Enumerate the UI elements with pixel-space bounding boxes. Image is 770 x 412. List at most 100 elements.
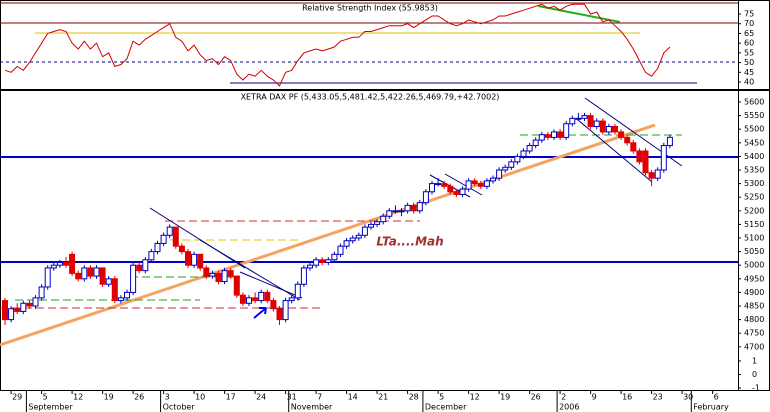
annotation: LTa....Mah — [376, 235, 443, 249]
candle-body — [435, 183, 442, 186]
candle-body — [361, 226, 368, 236]
candle-body — [551, 131, 557, 138]
y-tick-label: 4850 — [744, 302, 764, 311]
candle-body — [416, 202, 423, 212]
y-tick-label: 5350 — [744, 166, 764, 175]
y-tick-label: 55 — [744, 48, 754, 57]
x-tick-label: 6 — [714, 393, 719, 402]
candle-body — [282, 300, 289, 321]
candle-body — [459, 188, 466, 195]
candle-body — [2, 300, 8, 321]
y-tick-label: 5150 — [744, 220, 764, 229]
candle-body — [496, 169, 503, 179]
candle-body — [38, 286, 45, 299]
candle-body — [593, 120, 600, 127]
candle-body — [93, 267, 100, 277]
month-label: February — [693, 403, 729, 412]
candle-body — [374, 221, 381, 225]
candle-body — [252, 297, 259, 302]
candle-body — [660, 145, 667, 171]
candle-body — [648, 172, 655, 179]
candle-body — [124, 291, 130, 299]
candle-body — [599, 120, 606, 133]
candle-body — [453, 191, 460, 195]
candle-body — [368, 223, 374, 228]
channel-line — [577, 119, 653, 183]
candle-body — [477, 183, 484, 187]
rsi-trend-line — [537, 5, 621, 23]
x-tick-label: 30 — [683, 393, 693, 402]
candle-body — [508, 161, 515, 168]
x-tick-label: 16 — [622, 393, 632, 402]
arrow — [253, 307, 267, 319]
x-tick-label: 26 — [531, 393, 541, 402]
candle-body — [636, 150, 643, 163]
candle-body — [239, 294, 246, 304]
x-tick-label: 24 — [256, 393, 266, 402]
candle-body — [557, 131, 564, 138]
price-title: XETRA DAX PF (5,433.05,5,481.42,5,422.26… — [241, 93, 500, 102]
candle-body — [319, 259, 326, 263]
candle-body — [56, 261, 63, 266]
y-tick-label: 75 — [744, 10, 754, 19]
y-tick-label: 4900 — [744, 288, 764, 297]
y2-tick-label: -1 — [752, 383, 760, 392]
y-tick-label: 5200 — [744, 206, 764, 215]
x-tick-label: 9 — [592, 393, 597, 402]
candle-body — [178, 245, 185, 253]
candle-body — [630, 142, 637, 152]
candle-body — [14, 308, 21, 312]
month-label: December — [425, 403, 467, 412]
month-label: 2006 — [559, 403, 579, 412]
candle-body — [172, 226, 179, 247]
candle-body — [502, 166, 509, 171]
y-tick-label: 5600 — [744, 98, 764, 107]
candle-body — [294, 283, 301, 299]
candle-body — [654, 169, 661, 179]
candle-body — [270, 300, 277, 310]
candle-body — [142, 259, 149, 272]
candle-body — [111, 278, 118, 302]
x-tick-label: 19 — [104, 393, 114, 402]
candle-body — [349, 237, 356, 242]
candle-body — [526, 145, 533, 152]
rsi-title: Relative Strength Index (55.9853) — [302, 4, 438, 13]
candle-body — [532, 139, 539, 147]
candle-body — [325, 259, 332, 263]
y-tick-label: 45 — [744, 68, 754, 77]
candle-body — [404, 204, 411, 212]
candle-body — [258, 291, 265, 302]
month-label: November — [291, 403, 333, 412]
candle-body — [624, 136, 631, 144]
candle-body — [63, 261, 69, 266]
candle-body — [136, 264, 143, 272]
y-tick-label: 40 — [744, 77, 754, 86]
candle-body — [117, 297, 124, 302]
candle-body — [154, 242, 161, 253]
x-tick-label: 28 — [409, 393, 419, 402]
y-tick-label: 5550 — [744, 111, 764, 120]
x-tick-label: 7 — [317, 393, 322, 402]
candle-body — [465, 180, 472, 190]
x-tick-label: 5 — [43, 393, 48, 402]
candle-body — [69, 253, 76, 274]
candle-body — [337, 245, 344, 255]
candle-body — [276, 308, 283, 321]
candle-body — [483, 180, 490, 187]
candle-body — [392, 210, 399, 213]
y2-tick-label: 0 — [752, 370, 757, 379]
candle-body — [203, 267, 210, 277]
candle-body — [75, 272, 82, 280]
candle-body — [160, 234, 167, 244]
y2-tick-label: 1 — [752, 356, 757, 365]
y-tick-label: 65 — [744, 29, 754, 38]
candle-body — [221, 270, 228, 283]
x-tick-label: 14 — [348, 393, 358, 402]
candle-body — [99, 267, 106, 285]
candle-body — [50, 264, 57, 269]
y-tick-label: 5000 — [744, 261, 764, 270]
candle-body — [185, 251, 191, 266]
candle-body — [642, 150, 649, 174]
candle-body — [441, 183, 448, 187]
candle-body — [246, 297, 252, 304]
